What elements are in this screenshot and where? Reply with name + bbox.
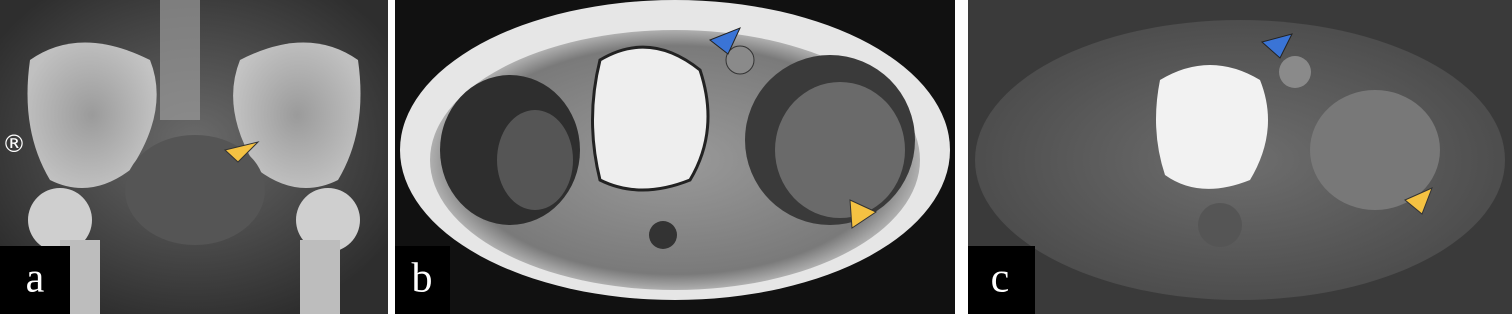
panel-b: b: [395, 0, 955, 314]
label-box: [968, 246, 1035, 314]
panel-label: c: [991, 256, 1010, 302]
arrowhead: [709, 27, 741, 55]
spine: [160, 0, 200, 120]
arrowhead: [223, 141, 260, 163]
arrowhead: [1260, 33, 1293, 59]
rectum: [1198, 203, 1242, 247]
femur: [300, 240, 340, 314]
bladder: [1156, 65, 1268, 189]
panel-c: c: [968, 0, 1512, 314]
cyst: [725, 45, 755, 75]
left-bone: [497, 110, 573, 210]
right-ilium: [233, 42, 361, 188]
lesion: [1310, 90, 1440, 210]
bladder: [591, 45, 710, 192]
panel-label: b: [412, 256, 433, 302]
label-box: [0, 246, 70, 314]
arrowhead: [849, 199, 878, 229]
femoral-head: [28, 188, 92, 252]
pelvic-inlet: [125, 135, 265, 245]
panel-a: ® a: [0, 0, 388, 314]
rectum: [649, 221, 677, 249]
panel-label: a: [26, 256, 45, 302]
marker: ®: [2, 130, 26, 158]
lesion: [775, 82, 905, 218]
left-ilium: [27, 42, 157, 188]
label-box: [395, 246, 450, 314]
femoral-head: [296, 188, 360, 252]
cyst: [1279, 56, 1311, 88]
arrowhead: [1404, 187, 1433, 215]
